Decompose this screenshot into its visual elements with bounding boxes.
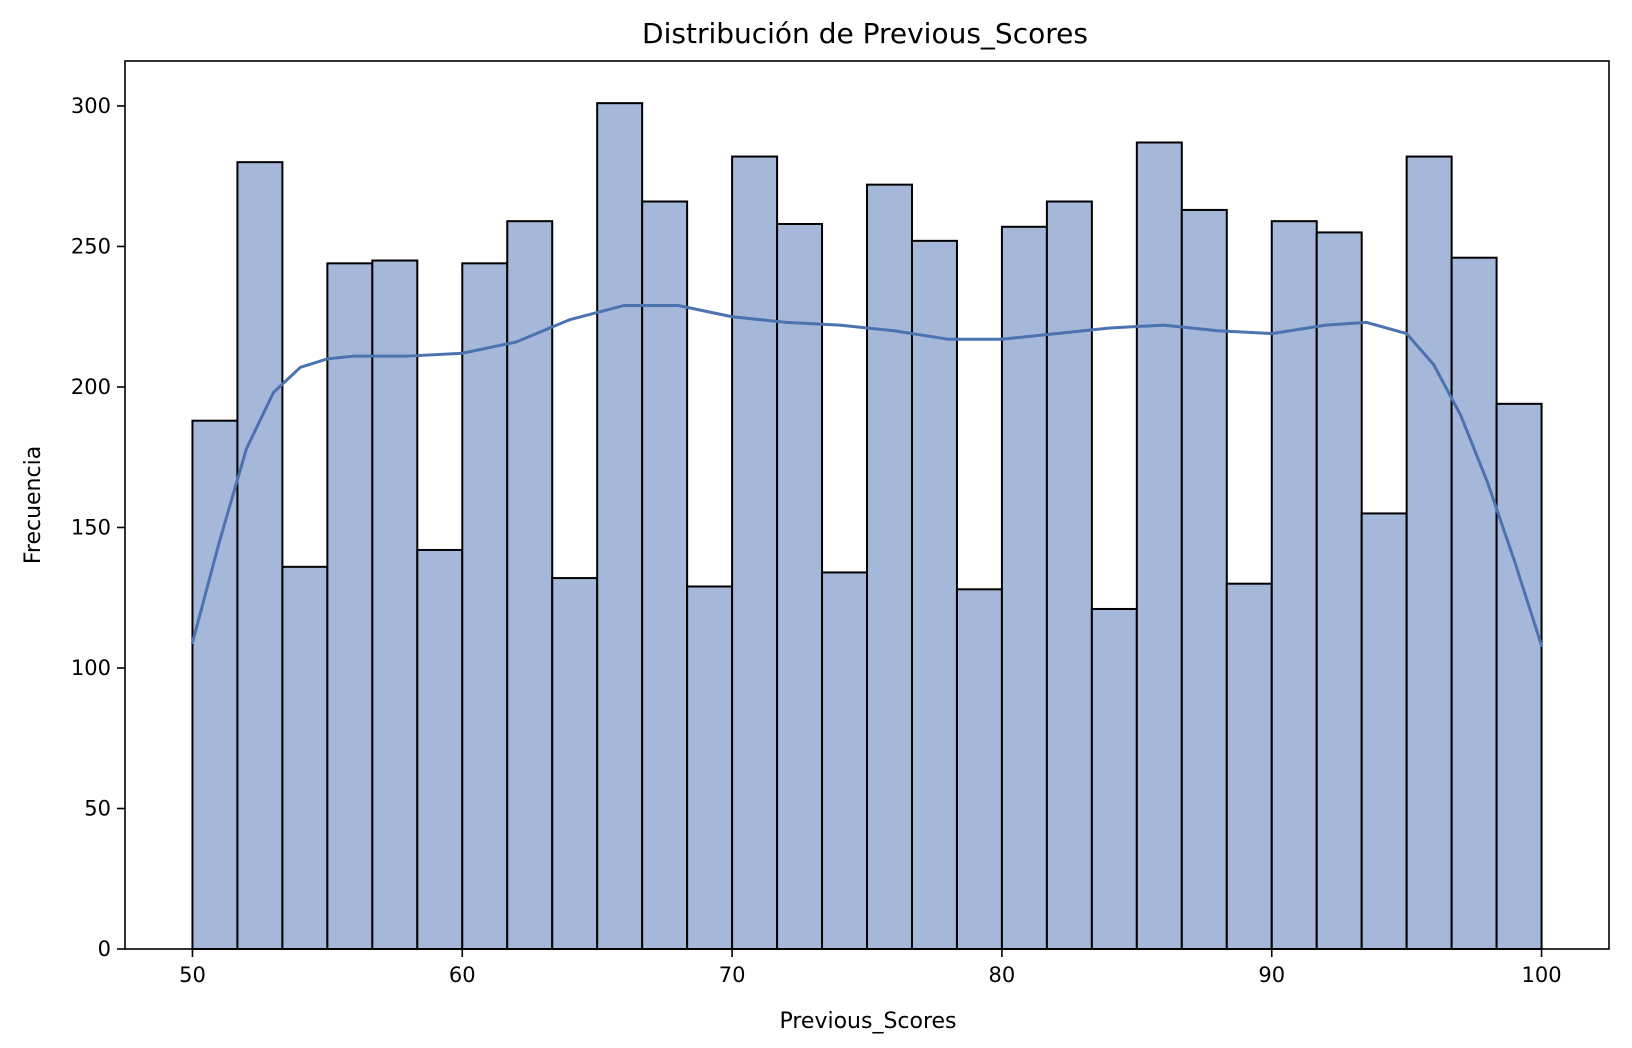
x-tick-label: 70	[719, 963, 746, 987]
histogram-bar	[1225, 582, 1273, 950]
histogram-bar	[955, 588, 1003, 950]
y-axis-label: Frecuencia	[21, 446, 46, 564]
kde-line	[190, 303, 1544, 648]
histogram-bar	[910, 239, 958, 951]
histogram-bar	[1045, 200, 1093, 950]
histogram-bar	[686, 585, 734, 950]
histogram-bar	[1315, 231, 1363, 950]
x-axis-ticks: 50 60 70 80 90 100	[179, 949, 1562, 987]
y-tick-label: 100	[71, 656, 111, 680]
histogram-bar	[281, 565, 329, 951]
y-axis-ticks: 0 50 100 150 200 250 300	[71, 94, 125, 961]
histogram-bar	[551, 577, 599, 950]
y-tick-label: 150	[71, 515, 111, 539]
histogram-bar	[776, 222, 824, 950]
histogram-bar	[1360, 512, 1408, 950]
histogram-bar	[1450, 256, 1498, 950]
chart-title: Distribución de Previous_Scores	[642, 17, 1088, 50]
bars-group	[191, 102, 1543, 951]
y-tick-label: 300	[71, 94, 111, 118]
histogram-bar	[731, 155, 779, 950]
histogram-bar	[236, 161, 284, 950]
histogram-bar	[1090, 607, 1138, 950]
histogram-bar	[821, 571, 869, 951]
histogram-bar	[596, 102, 644, 950]
x-tick-label: 100	[1521, 963, 1561, 987]
x-tick-label: 80	[989, 963, 1016, 987]
histogram-bar	[371, 259, 419, 950]
histogram-bar	[326, 262, 374, 950]
histogram-bar	[416, 548, 464, 950]
y-tick-label: 50	[84, 796, 111, 820]
histogram-bar	[1180, 208, 1228, 950]
histogram-bar	[1135, 141, 1183, 951]
histogram-bar	[461, 262, 509, 950]
histogram-bar	[866, 183, 913, 950]
x-axis-label: Previous_Scores	[779, 1009, 956, 1034]
y-tick-label: 200	[71, 375, 111, 399]
plot-frame	[124, 60, 1610, 950]
x-tick-label: 60	[449, 963, 476, 987]
y-tick-label: 0	[98, 937, 111, 961]
x-tick-label: 50	[179, 963, 206, 987]
y-tick-label: 250	[71, 234, 111, 258]
x-tick-label: 90	[1258, 963, 1285, 987]
histogram-bar	[1495, 402, 1543, 950]
histogram-bar	[1405, 155, 1453, 950]
histogram-bar	[641, 200, 689, 950]
